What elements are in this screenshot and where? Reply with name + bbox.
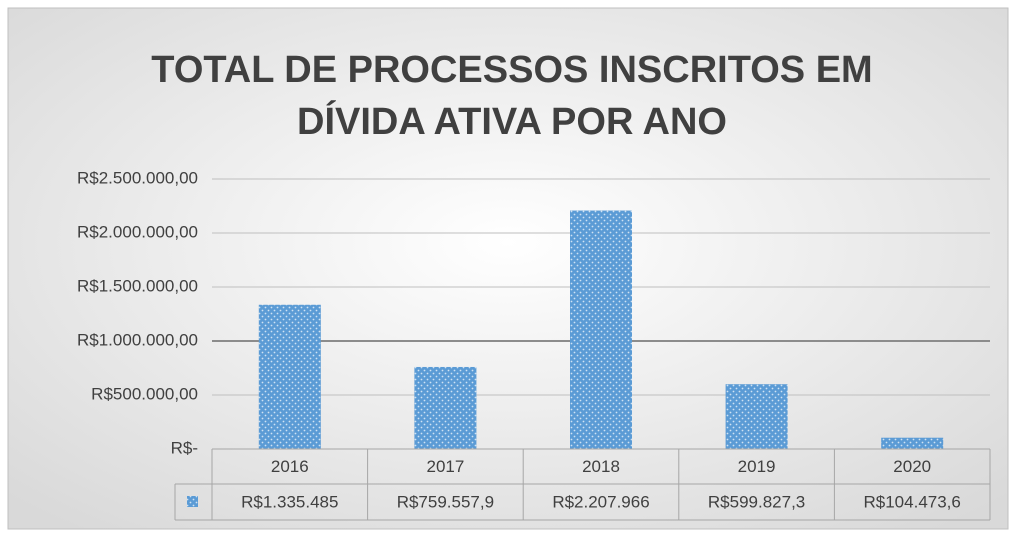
legend-key (187, 496, 198, 507)
bar (725, 384, 788, 449)
bar (414, 366, 477, 449)
bar (570, 210, 632, 449)
data-table-value: R$1.335.485 (241, 492, 338, 511)
data-table-value: R$2.207.966 (552, 492, 649, 511)
chart-title: DÍVIDA ATIVA POR ANO (297, 99, 727, 143)
x-tick-label: 2019 (738, 457, 776, 476)
x-tick-label: 2017 (426, 457, 464, 476)
data-table-value: R$759.557,9 (397, 492, 494, 511)
chart-title: TOTAL DE PROCESSOS INSCRITOS EM (151, 49, 872, 91)
data-table-value: R$104.473,6 (864, 492, 961, 511)
y-tick-label: R$2.000.000,00 (77, 222, 198, 241)
y-tick-label: R$500.000,00 (91, 384, 198, 403)
y-tick-label: R$- (171, 438, 198, 457)
y-tick-label: R$2.500.000,00 (77, 168, 198, 187)
x-tick-label: 2018 (582, 457, 620, 476)
bar (881, 437, 944, 449)
y-tick-label: R$1.500.000,00 (77, 276, 198, 295)
x-tick-label: 2020 (893, 457, 931, 476)
y-tick-label: R$1.000.000,00 (77, 330, 198, 349)
bar (258, 304, 321, 449)
chart-background (7, 7, 1009, 530)
data-table-value: R$599.827,3 (708, 492, 805, 511)
x-tick-label: 2016 (271, 457, 309, 476)
